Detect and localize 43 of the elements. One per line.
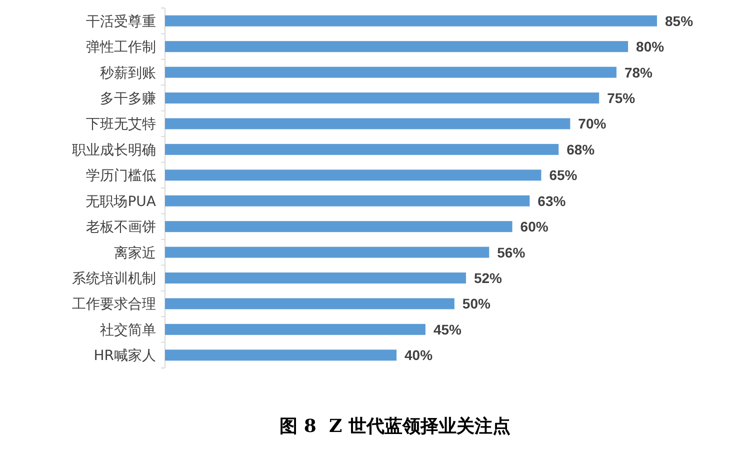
bar [165,118,570,130]
y-tick-label: 工作要求合理 [72,296,156,313]
data-label: 65% [549,167,578,184]
bar [165,170,542,181]
data-label: 80% [636,38,665,55]
y-tick-label: 职业成长明确 [72,142,156,158]
data-label: 78% [624,64,654,80]
bar [165,15,657,26]
y-tick-label: 下班无艾特 [86,116,156,133]
data-label: 40% [404,347,434,364]
y-tick-label: 多干多赚 [100,91,156,107]
data-label: 45% [433,321,462,338]
y-tick-label: 无职场PUA [86,194,156,210]
data-label: 52% [474,270,503,286]
data-label: 63% [538,192,566,209]
data-label: 85% [665,12,694,29]
bar [165,66,616,78]
data-label: 56% [497,244,526,260]
y-tick-label: 弹性工作制 [86,40,156,56]
y-tick-label: 离家近 [114,245,156,262]
data-label: 50% [462,296,491,312]
data-label: 68% [566,141,596,158]
data-label: 60% [520,218,549,235]
data-label: 70% [578,116,607,132]
y-tick-label: 学历门槛低 [86,168,156,184]
y-tick-label: 秒薪到账 [100,65,156,82]
y-tick-label: HR喊家人 [94,348,156,364]
bar [165,298,454,310]
bar [165,246,490,258]
bar [165,92,600,104]
y-tick-label: 老板不画饼 [86,220,156,236]
bar [165,324,426,335]
bar [165,41,628,52]
bar [165,144,559,155]
bar [165,195,530,206]
bar [165,272,466,284]
y-tick-label: 干活受尊重 [86,14,156,30]
data-label: 75% [607,90,636,106]
text: 图 8 Z 世代蓝领择业关注点 [280,416,510,437]
bar [165,221,512,232]
y-tick-label: 系统培训机制 [72,271,156,287]
bar [165,350,397,361]
y-tick-label: 社交简单 [100,322,156,338]
